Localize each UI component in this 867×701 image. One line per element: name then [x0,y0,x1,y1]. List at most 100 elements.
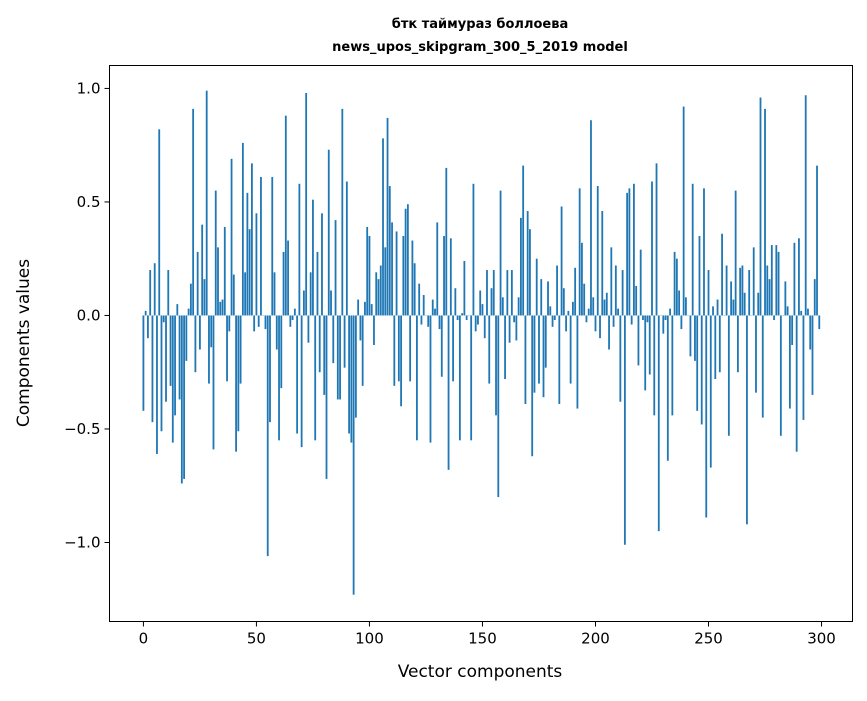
bar-component-251 [710,315,712,467]
y-axis: 1.00.50.0−0.5−1.0 [64,79,109,551]
bar-component-12 [170,315,172,385]
bar-component-25 [199,315,201,349]
bar-component-89 [344,315,346,367]
bar-component-196 [586,315,588,322]
bar-component-237 [678,290,680,315]
bar-component-207 [610,247,612,315]
bar-component-49 [253,315,255,331]
bar-component-18 [183,315,185,478]
bars-group [143,91,821,595]
bar-component-120 [414,263,416,315]
bar-component-54 [265,315,267,329]
bar-component-72 [305,93,307,315]
bar-component-230 [662,315,664,333]
bar-component-289 [796,315,798,451]
bar-component-116 [405,209,407,316]
bar-component-216 [631,315,633,324]
bar-component-109 [389,186,391,315]
bar-component-127 [430,315,432,442]
bar-component-210 [617,309,619,316]
bar-component-121 [416,315,418,440]
bar-component-156 [495,315,497,415]
bar-component-50 [256,213,258,315]
bar-component-1 [145,311,147,316]
plot-frame [110,66,853,622]
bar-component-99 [366,227,368,316]
bar-component-270 [753,247,755,315]
bar-component-249 [705,315,707,517]
bar-component-267 [746,315,748,524]
bar-component-211 [619,315,621,401]
bar-component-172 [531,315,533,456]
bar-component-292 [803,315,805,419]
bar-component-139 [457,315,459,320]
bar-component-192 [577,315,579,408]
bar-component-117 [407,204,409,315]
bar-component-277 [769,279,771,315]
bar-component-197 [588,309,590,316]
bar-component-217 [633,184,635,316]
bar-component-242 [690,315,692,356]
bar-component-26 [201,225,203,316]
bar-component-181 [552,315,554,326]
bar-component-101 [371,304,373,315]
bar-component-276 [766,266,768,316]
bar-component-133 [443,236,445,315]
bar-component-182 [554,315,556,320]
bar-component-0 [143,315,145,410]
bar-component-92 [350,315,352,442]
bar-component-61 [280,315,282,388]
x-tick-label: 50 [247,630,266,648]
bar-component-33 [217,247,219,315]
bar-component-68 [296,315,298,433]
bar-component-184 [558,315,560,404]
bar-component-254 [717,300,719,316]
bar-component-162 [509,315,511,342]
bar-component-38 [228,315,230,331]
bar-component-161 [506,270,508,315]
y-tick-label: 1.0 [77,79,101,97]
bar-component-225 [651,182,653,316]
bar-component-215 [628,188,630,315]
bar-component-223 [647,315,649,322]
x-tick-label: 100 [355,630,384,648]
bar-component-259 [728,315,730,435]
bar-component-179 [547,281,549,315]
chart-title-line2: news_upos_skipgram_300_5_2019 model [332,40,628,55]
bar-component-231 [665,315,667,320]
bar-component-19 [185,315,187,360]
bar-component-64 [287,241,289,316]
bar-component-98 [364,302,366,316]
bar-component-88 [341,109,343,316]
bar-component-159 [502,297,504,315]
bar-component-163 [511,270,513,315]
bar-component-63 [285,116,287,316]
bar-component-9 [163,315,165,322]
bar-component-34 [219,302,221,316]
bar-component-104 [378,279,380,315]
bar-component-65 [289,315,291,326]
bar-component-155 [493,270,495,315]
x-tick-label: 0 [139,630,149,648]
bar-component-141 [461,313,463,315]
bar-component-227 [656,163,658,315]
bar-component-7 [158,129,160,315]
bar-component-69 [298,184,300,316]
bar-component-95 [357,300,359,316]
bar-component-188 [567,311,569,316]
bar-component-148 [477,315,479,324]
bar-component-149 [479,290,481,315]
bar-component-175 [538,315,540,383]
bar-component-176 [540,279,542,315]
bar-component-114 [400,315,402,406]
bar-component-293 [805,95,807,315]
bar-component-228 [658,315,660,531]
bar-component-75 [312,200,314,316]
bar-component-58 [274,272,276,315]
x-tick-label: 150 [468,630,497,648]
bar-component-294 [807,309,809,316]
bar-component-206 [608,315,610,349]
bar-component-160 [504,315,506,379]
bar-component-173 [534,315,536,392]
bar-component-131 [439,315,441,329]
